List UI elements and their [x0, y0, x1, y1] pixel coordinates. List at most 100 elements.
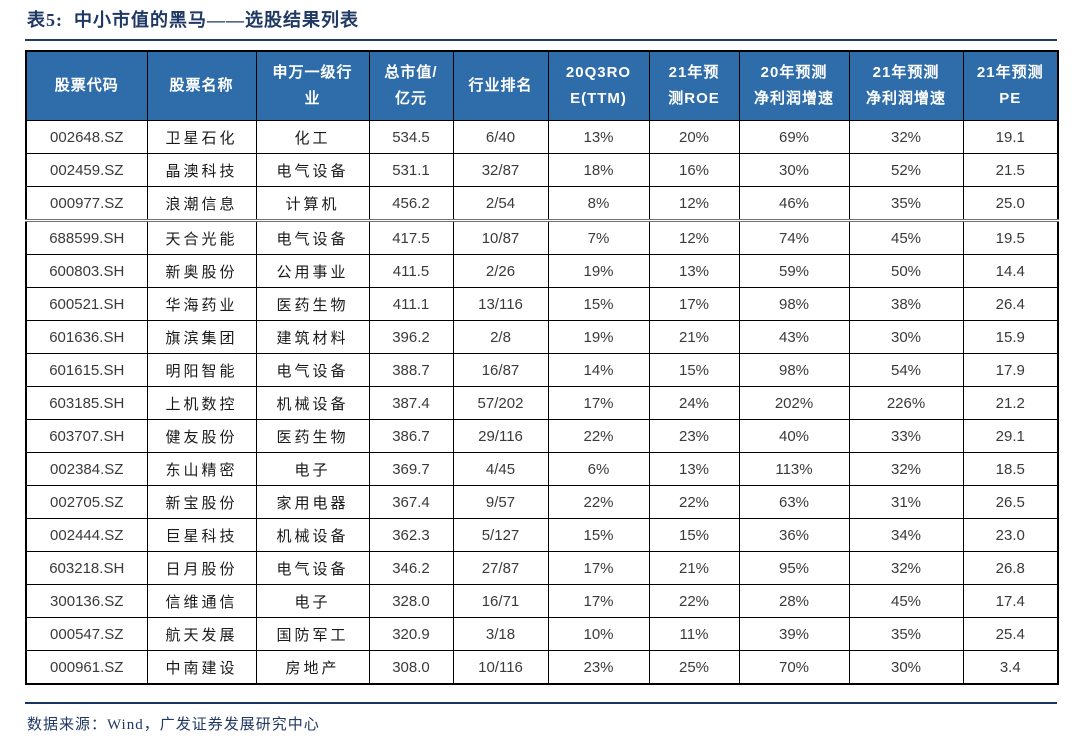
table-row: 002705.SZ 新宝股份 家用电器 367.4 9/57 22% 22% 63% 31% 26…	[25, 485, 1059, 519]
table-row: 002444.SZ 巨星科技 机械设备 362.3 5/127 15% 15% 36% 34% 2…	[25, 518, 1059, 552]
table-cell: 002705.SZ	[25, 485, 148, 519]
table-cell: 21%	[648, 551, 740, 585]
table-cell: 25%	[648, 650, 740, 685]
table-cell: 32/87	[452, 153, 549, 187]
table-cell: 226%	[848, 386, 964, 420]
table-cell: 计算机	[255, 186, 370, 222]
table-cell: 54%	[848, 353, 964, 387]
table-cell: 600521.SH	[25, 287, 148, 321]
table-cell: 14%	[547, 353, 650, 387]
table-cell: 396.2	[368, 320, 454, 354]
table-cell: 21%	[648, 320, 740, 354]
table-cell: 28%	[738, 584, 850, 618]
table-cell: 17%	[648, 287, 740, 321]
table-cell: 603218.SH	[25, 551, 148, 585]
table-cell: 386.7	[368, 419, 454, 453]
table-cell: 40%	[738, 419, 850, 453]
table-cell: 15%	[547, 518, 650, 552]
table-cell: 45%	[848, 584, 964, 618]
table-cell: 浪潮信息	[146, 186, 257, 222]
table-cell: 27/87	[452, 551, 549, 585]
table-cell: 308.0	[368, 650, 454, 685]
table-cell: 19%	[547, 254, 650, 288]
page-title: 表5: 中小市值的黑马——选股结果列表	[27, 10, 359, 30]
header-cell: 20年预测 净利润增速	[738, 50, 850, 121]
table-row: 000547.SZ 航天发展 国防军工 320.9 3/18 10% 11% 39% 35% 25…	[25, 617, 1059, 651]
table-cell: 70%	[738, 650, 850, 685]
table-cell: 13%	[547, 120, 650, 154]
table-cell: 18.5	[962, 452, 1059, 486]
table-cell: 国防军工	[255, 617, 370, 651]
header-cell: 21年预测 净利润增速	[848, 50, 964, 121]
table-cell: 30%	[848, 650, 964, 685]
table-cell: 东山精密	[146, 452, 257, 486]
table-row: 002648.SZ 卫星石化 化工 534.5 6/40 13% 20% 69% 32% 19.1	[25, 120, 1059, 154]
table-row: 603707.SH 健友股份 医药生物 386.7 29/116 22% 23% 40% 33%…	[25, 419, 1059, 453]
table-cell: 旗滨集团	[146, 320, 257, 354]
table-cell: 34%	[848, 518, 964, 552]
table-cell: 公用事业	[255, 254, 370, 288]
table-cell: 32%	[848, 452, 964, 486]
table-cell: 中南建设	[146, 650, 257, 685]
table-cell: 6/40	[452, 120, 549, 154]
header-cell: 股票名称	[146, 50, 257, 121]
table-cell: 日月股份	[146, 551, 257, 585]
table-cell: 17%	[547, 584, 650, 618]
table-row: 688599.SH 天合光能 电气设备 417.5 10/87 7% 12% 74% 45% 19…	[25, 220, 1059, 255]
table-cell: 健友股份	[146, 419, 257, 453]
table-cell: 15%	[648, 518, 740, 552]
source-note: 数据来源：Wind，广发证券发展研究中心	[27, 717, 320, 733]
table-cell: 11%	[648, 617, 740, 651]
table-cell: 巨星科技	[146, 518, 257, 552]
table-body: 002648.SZ 卫星石化 化工 534.5 6/40 13% 20% 69% 32% 19.1…	[25, 120, 1059, 685]
table-cell: 29/116	[452, 419, 549, 453]
table-cell: 22%	[648, 485, 740, 519]
table-cell: 新奥股份	[146, 254, 257, 288]
table-row: 000961.SZ 中南建设 房地产 308.0 10/116 23% 25% 70% 30% 3…	[25, 650, 1059, 685]
header-cell: 总市值/ 亿元	[368, 50, 454, 121]
table-cell: 21.5	[962, 153, 1059, 187]
table-cell: 16%	[648, 153, 740, 187]
table-cell: 000977.SZ	[25, 186, 148, 222]
table-cell: 电气设备	[255, 220, 370, 255]
table-cell: 59%	[738, 254, 850, 288]
table-cell: 10%	[547, 617, 650, 651]
table-cell: 002648.SZ	[25, 120, 148, 154]
table-cell: 电子	[255, 452, 370, 486]
table-cell: 卫星石化	[146, 120, 257, 154]
table-cell: 29.1	[962, 419, 1059, 453]
table-cell: 机械设备	[255, 518, 370, 552]
table-cell: 30%	[738, 153, 850, 187]
table-cell: 18%	[547, 153, 650, 187]
table-cell: 8%	[547, 186, 650, 222]
table-cell: 15%	[648, 353, 740, 387]
table-cell: 38%	[848, 287, 964, 321]
table-cell: 电子	[255, 584, 370, 618]
table-cell: 30%	[848, 320, 964, 354]
table-cell: 17.4	[962, 584, 1059, 618]
table-cell: 69%	[738, 120, 850, 154]
table-row: 600803.SH 新奥股份 公用事业 411.5 2/26 19% 13% 59% 50% 14…	[25, 254, 1059, 288]
table-cell: 19.5	[962, 220, 1059, 255]
table-cell: 300136.SZ	[25, 584, 148, 618]
header-cell: 申万一级行 业	[255, 50, 370, 121]
table-cell: 98%	[738, 353, 850, 387]
table-cell: 43%	[738, 320, 850, 354]
table-cell: 信维通信	[146, 584, 257, 618]
table-cell: 000547.SZ	[25, 617, 148, 651]
table-header-row: 股票代码 股票名称 申万一级行 业总市值/ 亿元 行业排名 20Q3RO E(TTM) 2…	[25, 50, 1059, 121]
table-cell: 12%	[648, 220, 740, 255]
table-cell: 002384.SZ	[25, 452, 148, 486]
table-row: 601615.SH 明阳智能 电气设备 388.7 16/87 14% 15% 98% 54% 1…	[25, 353, 1059, 387]
table-cell: 113%	[738, 452, 850, 486]
table-cell: 002459.SZ	[25, 153, 148, 187]
table-cell: 明阳智能	[146, 353, 257, 387]
table-cell: 2/26	[452, 254, 549, 288]
table-cell: 33%	[848, 419, 964, 453]
table-cell: 2/54	[452, 186, 549, 222]
table-cell: 电气设备	[255, 353, 370, 387]
table-cell: 98%	[738, 287, 850, 321]
table-cell: 7%	[547, 220, 650, 255]
table-cell: 346.2	[368, 551, 454, 585]
table-cell: 50%	[848, 254, 964, 288]
